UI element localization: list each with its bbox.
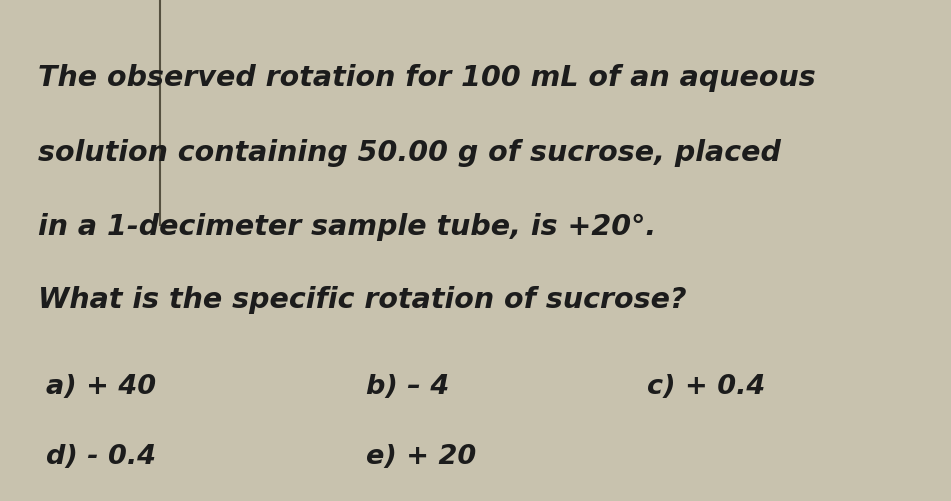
Text: a) + 40: a) + 40 bbox=[46, 373, 156, 399]
Text: e) + 20: e) + 20 bbox=[366, 443, 476, 469]
Text: b) – 4: b) – 4 bbox=[366, 373, 450, 399]
Text: in a 1-decimeter sample tube, is +20°.: in a 1-decimeter sample tube, is +20°. bbox=[38, 212, 656, 240]
Text: What is the specific rotation of sucrose?: What is the specific rotation of sucrose… bbox=[38, 286, 687, 314]
Text: solution containing 50.00 g of sucrose, placed: solution containing 50.00 g of sucrose, … bbox=[38, 139, 781, 167]
Text: c) + 0.4: c) + 0.4 bbox=[647, 373, 765, 399]
Text: d) - 0.4: d) - 0.4 bbox=[46, 443, 156, 469]
Text: The observed rotation for 100 mL of an aqueous: The observed rotation for 100 mL of an a… bbox=[38, 64, 816, 92]
